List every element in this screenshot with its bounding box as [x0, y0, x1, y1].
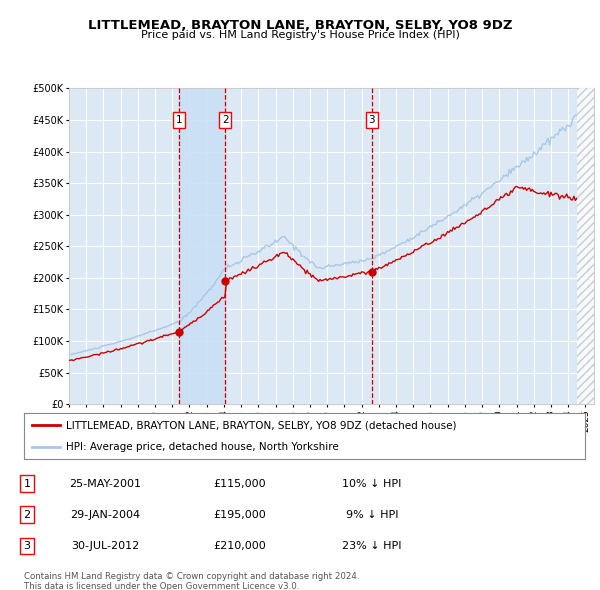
Text: 29-JAN-2004: 29-JAN-2004 — [70, 510, 140, 520]
Text: 2: 2 — [23, 510, 31, 520]
Polygon shape — [577, 88, 594, 404]
Text: HPI: Average price, detached house, North Yorkshire: HPI: Average price, detached house, Nort… — [66, 441, 339, 451]
Text: This data is licensed under the Open Government Licence v3.0.: This data is licensed under the Open Gov… — [24, 582, 299, 590]
Text: LITTLEMEAD, BRAYTON LANE, BRAYTON, SELBY, YO8 9DZ (detached house): LITTLEMEAD, BRAYTON LANE, BRAYTON, SELBY… — [66, 421, 457, 431]
Text: £195,000: £195,000 — [214, 510, 266, 520]
Text: LITTLEMEAD, BRAYTON LANE, BRAYTON, SELBY, YO8 9DZ: LITTLEMEAD, BRAYTON LANE, BRAYTON, SELBY… — [88, 19, 512, 32]
Text: 3: 3 — [368, 115, 375, 125]
Text: 1: 1 — [23, 478, 31, 489]
Text: 23% ↓ HPI: 23% ↓ HPI — [342, 541, 402, 551]
Text: £115,000: £115,000 — [214, 478, 266, 489]
Text: £210,000: £210,000 — [214, 541, 266, 551]
Text: 9% ↓ HPI: 9% ↓ HPI — [346, 510, 398, 520]
Text: 10% ↓ HPI: 10% ↓ HPI — [343, 478, 401, 489]
Text: 3: 3 — [23, 541, 31, 551]
Text: Contains HM Land Registry data © Crown copyright and database right 2024.: Contains HM Land Registry data © Crown c… — [24, 572, 359, 581]
Text: 2: 2 — [222, 115, 229, 125]
Bar — [179, 88, 225, 404]
Text: Price paid vs. HM Land Registry's House Price Index (HPI): Price paid vs. HM Land Registry's House … — [140, 30, 460, 40]
Text: 30-JUL-2012: 30-JUL-2012 — [71, 541, 139, 551]
Text: 1: 1 — [176, 115, 182, 125]
Text: 25-MAY-2001: 25-MAY-2001 — [69, 478, 141, 489]
